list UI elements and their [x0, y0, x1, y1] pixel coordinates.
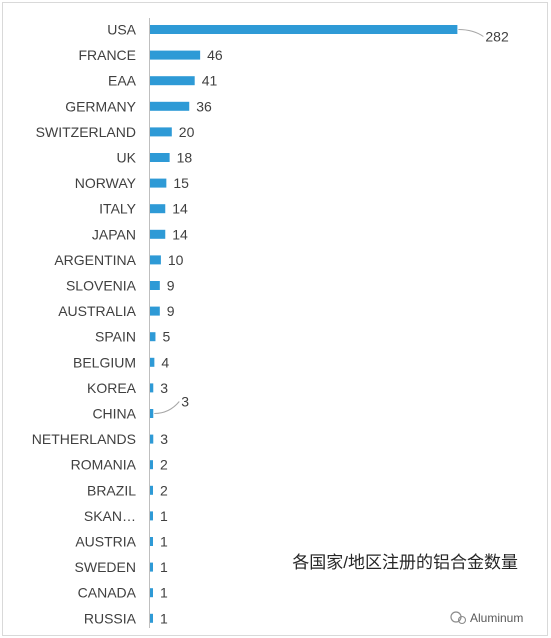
category-label-usa: USA — [107, 22, 136, 38]
bar-spain — [150, 332, 156, 342]
value-label-italy: 14 — [172, 201, 188, 217]
value-label-usa: 282 — [485, 29, 509, 45]
value-label-romania: 2 — [160, 457, 168, 473]
bar-switzerland — [150, 127, 172, 137]
bar-eaa — [150, 76, 195, 86]
bar-sweden — [150, 562, 153, 572]
category-label-canada: CANADA — [78, 585, 137, 601]
value-label-netherlands: 3 — [160, 431, 168, 447]
watermark: Aluminum — [450, 611, 523, 625]
category-label-norway: NORWAY — [75, 175, 137, 191]
value-label-argentina: 10 — [168, 252, 184, 268]
value-label-australia: 9 — [167, 303, 175, 319]
bar-korea — [150, 383, 154, 393]
value-label-slovenia: 9 — [167, 278, 175, 294]
value-label-france: 46 — [207, 47, 223, 63]
value-label-china: 3 — [181, 394, 189, 410]
category-label-japan: JAPAN — [92, 226, 136, 242]
value-label-korea: 3 — [160, 380, 168, 396]
category-label-uk: UK — [117, 150, 137, 166]
bar-china — [150, 409, 154, 418]
bar-germany — [150, 101, 190, 111]
category-label-china: CHINA — [92, 406, 136, 422]
category-label-france: FRANCE — [78, 47, 136, 63]
bar-uk — [150, 153, 170, 162]
value-label-russia: 1 — [160, 610, 168, 626]
bar-austria — [150, 537, 153, 546]
bar-belgium — [150, 357, 155, 367]
value-label-belgium: 4 — [161, 354, 169, 370]
value-label-spain: 5 — [162, 329, 170, 345]
category-label-austria: AUSTRIA — [75, 534, 136, 550]
value-label-japan: 14 — [172, 226, 188, 242]
bar-argentina — [150, 255, 161, 265]
watermark-text: Aluminum — [470, 611, 523, 625]
value-label-skan: 1 — [160, 508, 168, 524]
value-label-germany: 36 — [196, 98, 212, 114]
chart-annotation: 各国家/地区注册的铝合金数量 — [292, 553, 518, 572]
value-label-uk: 18 — [177, 150, 193, 166]
category-label-argentina: ARGENTINA — [54, 252, 136, 268]
category-label-brazil: BRAZIL — [87, 482, 136, 498]
category-label-sweden: SWEDEN — [75, 559, 136, 575]
wechat-icon-bubble — [457, 615, 467, 625]
bar-romania — [150, 460, 153, 470]
category-label-spain: SPAIN — [95, 329, 136, 345]
bar-skan — [150, 511, 153, 521]
category-label-eaa: EAA — [108, 73, 137, 89]
value-label-austria: 1 — [160, 534, 168, 550]
bar-italy — [150, 204, 166, 214]
category-label-italy: ITALY — [99, 201, 136, 217]
leader-line-usa — [458, 29, 484, 37]
bar-usa — [150, 25, 458, 34]
category-label-russia: RUSSIA — [84, 610, 137, 626]
category-label-netherlands: NETHERLANDS — [32, 431, 136, 447]
category-label-switzerland: SWITZERLAND — [36, 124, 136, 140]
category-label-germany: GERMANY — [65, 98, 136, 114]
bar-brazil — [150, 485, 153, 495]
bar-netherlands — [150, 434, 154, 444]
bars-layer — [150, 25, 458, 623]
bar-norway — [150, 178, 167, 188]
bar-russia — [150, 613, 153, 623]
value-label-switzerland: 20 — [179, 124, 195, 140]
bar-france — [150, 50, 201, 60]
value-label-sweden: 1 — [160, 559, 168, 575]
value-label-brazil: 2 — [160, 482, 168, 498]
bar-slovenia — [150, 281, 160, 290]
leader-line-china — [154, 401, 180, 414]
value-label-eaa: 41 — [202, 73, 218, 89]
bar-canada — [150, 588, 153, 598]
category-label-belgium: BELGIUM — [73, 354, 136, 370]
category-label-korea: KOREA — [87, 380, 137, 396]
value-label-canada: 1 — [160, 585, 168, 601]
bar-japan — [150, 229, 166, 239]
category-label-australia: AUSTRALIA — [58, 303, 136, 319]
category-label-romania: ROMANIA — [71, 457, 137, 473]
category-label-skan: SKAN… — [84, 508, 136, 524]
value-label-norway: 15 — [173, 175, 189, 191]
category-label-slovenia: SLOVENIA — [66, 278, 137, 294]
bar-australia — [150, 306, 160, 316]
